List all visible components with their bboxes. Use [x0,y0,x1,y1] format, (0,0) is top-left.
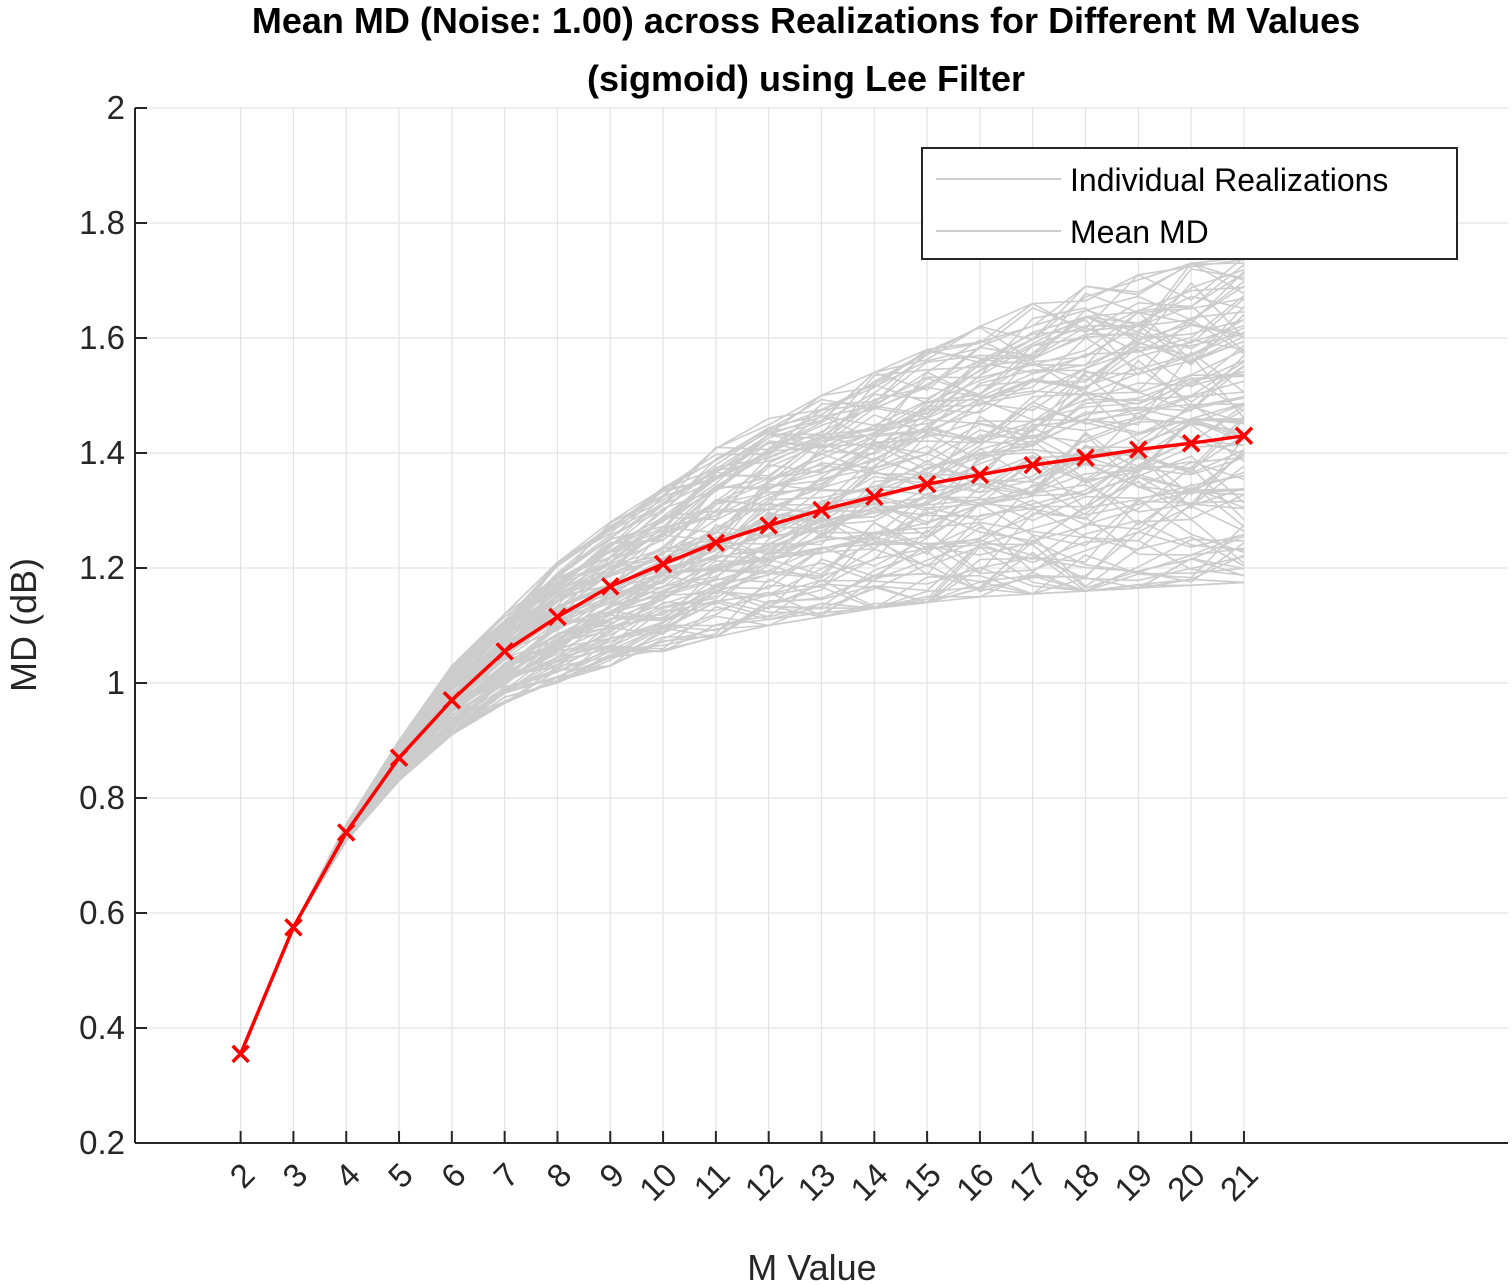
y-tick-label: 1.6 [79,319,125,356]
mean-md-marker [706,533,726,552]
mean-md-marker [865,487,884,506]
y-tick-label: 2 [107,89,125,126]
mean-line-group [231,426,1254,1064]
mean-md-marker [548,607,567,627]
x-tick-label: 4 [328,1156,367,1195]
mean-md-marker [970,465,990,485]
realization-line [239,439,1245,1055]
x-tick-label: 15 [896,1156,948,1208]
y-tick-label: 1.2 [79,549,125,586]
legend-box [921,147,1458,260]
mean-md-marker [759,516,778,535]
x-tick-label: 13 [790,1156,842,1208]
mean-md-marker [1076,448,1095,467]
realization-line [239,546,1245,1055]
mean-md-marker [1023,455,1042,475]
legend-label-realizations: Individual Realizations [1070,162,1388,198]
y-tick-label: 1 [107,664,125,701]
x-tick-label: 18 [1054,1156,1106,1208]
x-tick-label: 12 [738,1156,790,1208]
realization-line [239,539,1245,1055]
mean-md-marker [917,474,937,494]
legend-label-mean: Mean MD [1070,214,1209,250]
y-tick-label: 0.4 [79,1009,125,1046]
realization-line [239,417,1245,1055]
x-tick-label: 17 [1002,1156,1054,1208]
axes [134,107,1508,1144]
realization-line [239,344,1245,1055]
mean-md-marker [389,748,409,767]
y-tick-label: 1.8 [79,204,125,241]
x-tick-label: 10 [632,1156,684,1208]
y-tick-label: 0.6 [79,894,125,931]
x-tick-label: 7 [486,1156,525,1195]
y-axis-label: MD (dB) [3,558,44,692]
x-tick-label: 20 [1160,1156,1212,1208]
mean-md-marker [284,918,303,937]
x-tick-label: 8 [539,1156,578,1195]
x-tick-label: 2 [222,1156,261,1195]
legend: Individual Realizations Mean MD [921,147,1458,260]
x-tick-label: 5 [381,1156,420,1195]
y-tick-label: 1.4 [79,434,125,471]
x-tick-label: 16 [949,1156,1001,1208]
mean-md-marker [336,823,356,842]
x-tick-label: 9 [592,1156,631,1195]
mean-md-line [238,434,1245,1055]
mean-md-marker [495,642,514,661]
x-tick-label: 21 [1213,1156,1265,1208]
realization-line [239,518,1245,1055]
mean-md-marker [601,577,620,596]
realization-lines [239,256,1245,1055]
mean-md-marker [1129,440,1148,459]
x-tick-label: 19 [1107,1156,1159,1208]
chart-title: Mean MD (Noise: 1.00) across Realization… [252,0,1360,41]
mean-md-marker [231,1044,250,1064]
y-tick-label: 0.8 [79,779,125,816]
realization-line [239,263,1245,1055]
chart-subtitle: (sigmoid) using Lee Filter [587,58,1025,99]
y-tick-label: 0.2 [79,1124,125,1161]
x-tick-label: 3 [275,1156,314,1195]
x-axis-label: M Value [747,1247,876,1285]
x-tick-label: 11 [686,1156,736,1206]
mean-md-marker [812,500,831,520]
x-tick-label: 14 [843,1156,895,1208]
realization-line [239,340,1245,1055]
x-tick-label: 6 [434,1156,473,1195]
realization-line [239,256,1245,1055]
mean-md-marker [442,691,462,710]
mean-md-marker [1181,433,1201,453]
mean-md-marker [1234,426,1254,445]
mean-md-marker [653,554,673,574]
